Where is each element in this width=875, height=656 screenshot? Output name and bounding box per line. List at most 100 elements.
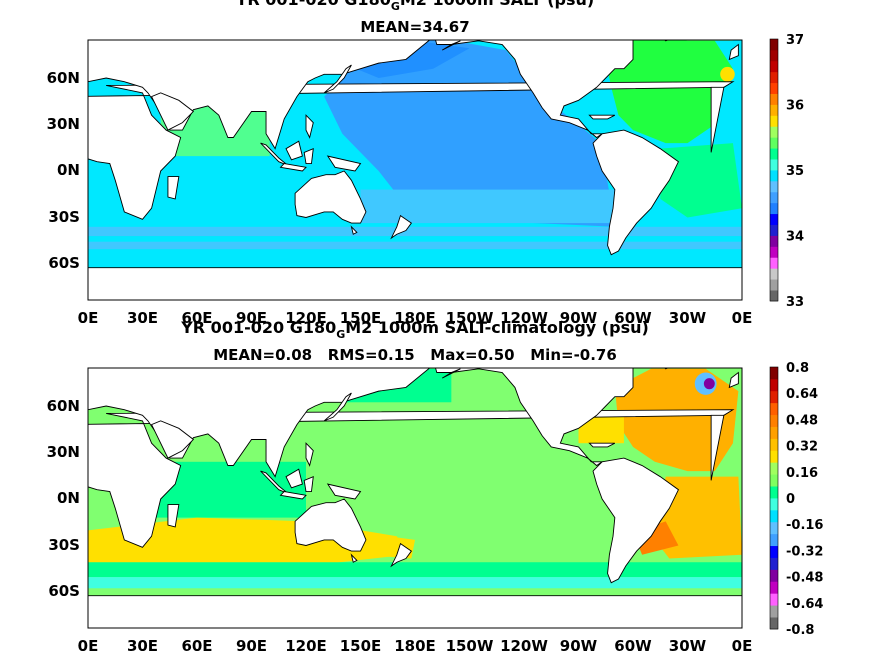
colorbar-swatch bbox=[770, 438, 778, 451]
xtick-label: 60W bbox=[614, 637, 652, 655]
colorbar-swatch bbox=[770, 557, 778, 570]
colorbar-swatch bbox=[770, 159, 778, 171]
bottom-ytick-30s: 30S bbox=[48, 536, 80, 554]
top-ytick-60s: 60S bbox=[48, 254, 80, 272]
xtick-label: 60W bbox=[614, 309, 652, 327]
colorbar-swatch bbox=[770, 414, 778, 427]
xtick-label: 150E bbox=[340, 637, 382, 655]
colorbar-swatch bbox=[770, 509, 778, 523]
top-map bbox=[88, 40, 742, 300]
colorbar-label: 36 bbox=[786, 99, 804, 114]
colorbar-swatch bbox=[770, 569, 778, 582]
xtick-label: 30E bbox=[127, 637, 158, 655]
xtick-label: 90E bbox=[236, 309, 267, 327]
xtick-label: 30W bbox=[669, 309, 707, 327]
colorbar-label: -0.16 bbox=[786, 518, 823, 533]
colorbar-label: 37 bbox=[786, 33, 804, 48]
bottom-ytick-30n: 30N bbox=[47, 443, 80, 461]
top-subpolar-atlantic bbox=[682, 40, 733, 41]
top-ytick-30s: 30S bbox=[48, 208, 80, 226]
xtick-label: 120W bbox=[500, 637, 548, 655]
xtick-label: 0E bbox=[78, 637, 99, 655]
xtick-label: 120E bbox=[285, 309, 327, 327]
colorbar-swatch bbox=[770, 426, 778, 439]
colorbar-swatch bbox=[770, 474, 778, 487]
colorbar-swatch bbox=[770, 268, 778, 280]
colorbar-swatch bbox=[770, 71, 778, 84]
colorbar-frame bbox=[769, 366, 779, 630]
colorbar-swatch bbox=[770, 545, 778, 558]
top-title-post: M2 1000m SALT (psu) bbox=[400, 0, 594, 9]
colorbar-swatch bbox=[770, 137, 778, 149]
colorbar-swatch bbox=[770, 180, 778, 193]
top-title-pre: YR 001-020 G180 bbox=[236, 0, 391, 9]
top-panel-title: YR 001-020 G180GM2 1000m SALT (psu) bbox=[85, 0, 745, 16]
xtick-label: 120W bbox=[500, 309, 548, 327]
bottom-labrador-core bbox=[703, 378, 715, 390]
bottom-ytick-0n: 0N bbox=[57, 489, 80, 507]
colorbar-swatch bbox=[770, 93, 778, 105]
colorbar-swatch bbox=[770, 39, 778, 51]
colorbar-swatch bbox=[770, 148, 778, 160]
colorbar-swatch bbox=[770, 82, 778, 94]
xtick-label: 90E bbox=[236, 637, 267, 655]
colorbar-swatch bbox=[770, 290, 778, 302]
bottom-x-axis: 0E 30E 60E 90E 120E 150E 180E 150W 120W 90W 60W 30W… bbox=[78, 637, 753, 655]
colorbar-label: 33 bbox=[786, 295, 804, 310]
colorbar-swatch bbox=[770, 390, 778, 404]
colorbar-swatch bbox=[770, 170, 778, 182]
colorbar-label: 0 bbox=[786, 492, 795, 507]
xtick-label: 150W bbox=[446, 637, 494, 655]
colorbar-swatch bbox=[770, 533, 778, 547]
bottom-panel-stats: MEAN=0.08 RMS=0.15 Max=0.50 Min=-0.76 bbox=[213, 346, 617, 364]
top-y-axis: 60N 30N 0N 30S 60S bbox=[47, 69, 80, 272]
colorbar-swatch bbox=[770, 402, 778, 416]
xtick-label: 180E bbox=[394, 309, 436, 327]
xtick-label: 0E bbox=[732, 637, 753, 655]
colorbar-swatch bbox=[770, 235, 778, 247]
colorbar-swatch bbox=[770, 60, 778, 73]
colorbar-swatch bbox=[770, 521, 778, 535]
xtick-label: 60E bbox=[181, 309, 212, 327]
top-ytick-0n: 0N bbox=[57, 161, 80, 179]
xtick-label: 90W bbox=[560, 309, 598, 327]
xtick-label: 0E bbox=[78, 309, 99, 327]
xtick-label: 150E bbox=[340, 309, 382, 327]
colorbar-swatch bbox=[770, 498, 778, 511]
bottom-colorbar: 0.8 0.64 0.48 0.32 0.16 0 -0.16 -0.32 -0.48 -0.64… bbox=[769, 361, 823, 638]
top-map-frame bbox=[87, 39, 743, 301]
xtick-label: 150W bbox=[446, 309, 494, 327]
colorbar-swatch bbox=[770, 104, 778, 116]
xtick-label: 180E bbox=[394, 637, 436, 655]
colorbar-swatch bbox=[770, 257, 778, 269]
colorbar-swatch bbox=[770, 486, 778, 499]
bottom-ytick-60n: 60N bbox=[47, 397, 80, 415]
colorbar-label: -0.64 bbox=[786, 597, 823, 612]
colorbar-swatch bbox=[770, 224, 778, 236]
top-ytick-30n: 30N bbox=[47, 115, 80, 133]
colorbar-label: -0.32 bbox=[786, 544, 823, 559]
colorbar-swatch bbox=[770, 605, 778, 618]
bottom-southern-cyan bbox=[88, 577, 742, 589]
colorbar-swatch bbox=[770, 213, 778, 225]
colorbar-frame bbox=[769, 38, 779, 302]
xtick-label: 90W bbox=[560, 637, 598, 655]
colorbar-swatch bbox=[770, 593, 778, 606]
top-pacific-south bbox=[360, 189, 615, 224]
colorbar-label: -0.8 bbox=[786, 623, 814, 638]
xtick-label: 30E bbox=[127, 309, 158, 327]
colorbar-label: 35 bbox=[786, 164, 804, 179]
bottom-title-post: M2 1000m SALT-climatology (psu) bbox=[345, 318, 649, 337]
top-colorbar: 37 36 35 34 33 bbox=[769, 33, 804, 310]
colorbar-swatch bbox=[770, 367, 778, 380]
bottom-panel-title: YR 001-020 G180GM2 1000m SALT-climatolog… bbox=[85, 319, 745, 344]
xtick-label: 0E bbox=[732, 309, 753, 327]
colorbar-swatch bbox=[770, 191, 778, 204]
colorbar-swatch bbox=[770, 462, 778, 475]
colorbar-label: 0.48 bbox=[786, 413, 818, 428]
bottom-ytick-60s: 60S bbox=[48, 582, 80, 600]
top-x-axis: 0E 30E 60E 90E 120E 150E 180E 150W 120W 90W 60W 30W… bbox=[78, 309, 753, 327]
colorbar-label: 0.8 bbox=[786, 361, 809, 376]
bottom-map-frame bbox=[87, 367, 743, 629]
colorbar-label: -0.48 bbox=[786, 571, 823, 586]
